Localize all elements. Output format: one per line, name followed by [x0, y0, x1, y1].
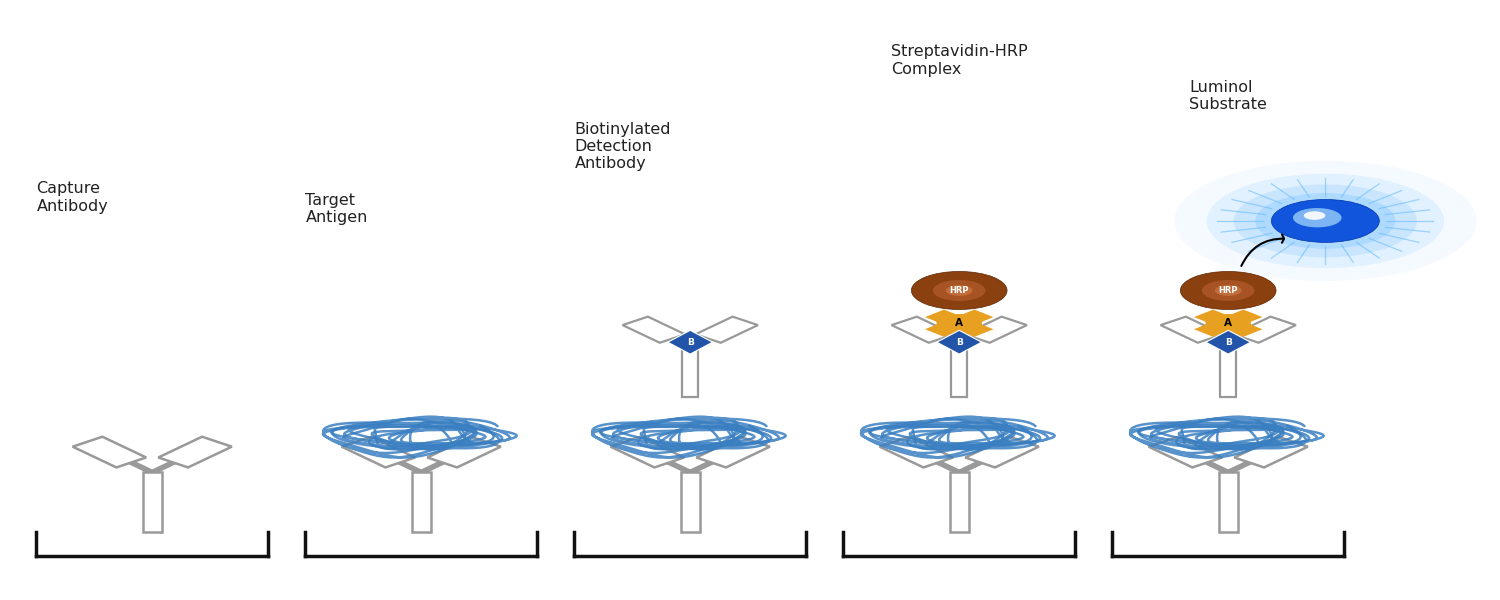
Polygon shape	[1161, 317, 1222, 343]
Circle shape	[933, 280, 986, 301]
Circle shape	[1206, 174, 1444, 268]
Bar	[142, 472, 162, 532]
Circle shape	[1215, 285, 1242, 296]
Bar	[682, 347, 699, 397]
Bar	[938, 314, 981, 332]
Circle shape	[1293, 208, 1341, 227]
Polygon shape	[342, 437, 416, 467]
Text: B: B	[687, 338, 693, 347]
Circle shape	[1256, 193, 1395, 249]
Circle shape	[1304, 211, 1326, 220]
Polygon shape	[159, 437, 232, 467]
FancyArrow shape	[1194, 313, 1252, 337]
Text: Streptavidin-HRP
Complex: Streptavidin-HRP Complex	[891, 44, 1028, 77]
Bar	[1206, 314, 1249, 332]
Text: Capture
Antibody: Capture Antibody	[36, 181, 108, 214]
Polygon shape	[891, 317, 954, 343]
Polygon shape	[966, 437, 1040, 467]
Text: B: B	[956, 338, 963, 347]
Text: Biotinylated
Detection
Antibody: Biotinylated Detection Antibody	[574, 122, 670, 172]
Polygon shape	[610, 437, 684, 467]
Circle shape	[1174, 161, 1476, 281]
Circle shape	[1202, 280, 1254, 301]
Text: HRP: HRP	[950, 286, 969, 295]
FancyArrow shape	[934, 313, 993, 337]
Circle shape	[1272, 199, 1380, 242]
Text: A: A	[956, 318, 963, 328]
FancyArrow shape	[1194, 310, 1252, 333]
Bar	[950, 472, 969, 532]
Polygon shape	[938, 331, 981, 354]
Circle shape	[1180, 271, 1276, 310]
Bar	[1220, 347, 1236, 397]
FancyArrow shape	[926, 313, 984, 337]
FancyArrow shape	[926, 310, 984, 333]
Text: A: A	[1224, 318, 1232, 328]
Polygon shape	[427, 437, 501, 467]
Polygon shape	[1234, 437, 1308, 467]
FancyArrow shape	[934, 310, 993, 333]
Bar	[951, 347, 968, 397]
Circle shape	[912, 271, 1007, 310]
Circle shape	[1233, 184, 1418, 257]
Polygon shape	[1233, 317, 1296, 343]
Circle shape	[946, 285, 972, 296]
Polygon shape	[1206, 331, 1251, 354]
FancyArrow shape	[1203, 313, 1263, 337]
Bar	[411, 472, 430, 532]
Text: Luminol
Substrate: Luminol Substrate	[1190, 80, 1268, 112]
Polygon shape	[879, 437, 953, 467]
Polygon shape	[622, 317, 686, 343]
Bar	[681, 472, 700, 532]
Text: Target
Antigen: Target Antigen	[306, 193, 368, 226]
FancyArrow shape	[1203, 310, 1263, 333]
Polygon shape	[696, 437, 770, 467]
Polygon shape	[668, 331, 712, 354]
Polygon shape	[1149, 437, 1222, 467]
Text: B: B	[1226, 338, 1232, 347]
Text: HRP: HRP	[1218, 286, 1237, 295]
Polygon shape	[72, 437, 146, 467]
Bar	[1218, 472, 1237, 532]
Polygon shape	[964, 317, 1028, 343]
Polygon shape	[696, 317, 758, 343]
